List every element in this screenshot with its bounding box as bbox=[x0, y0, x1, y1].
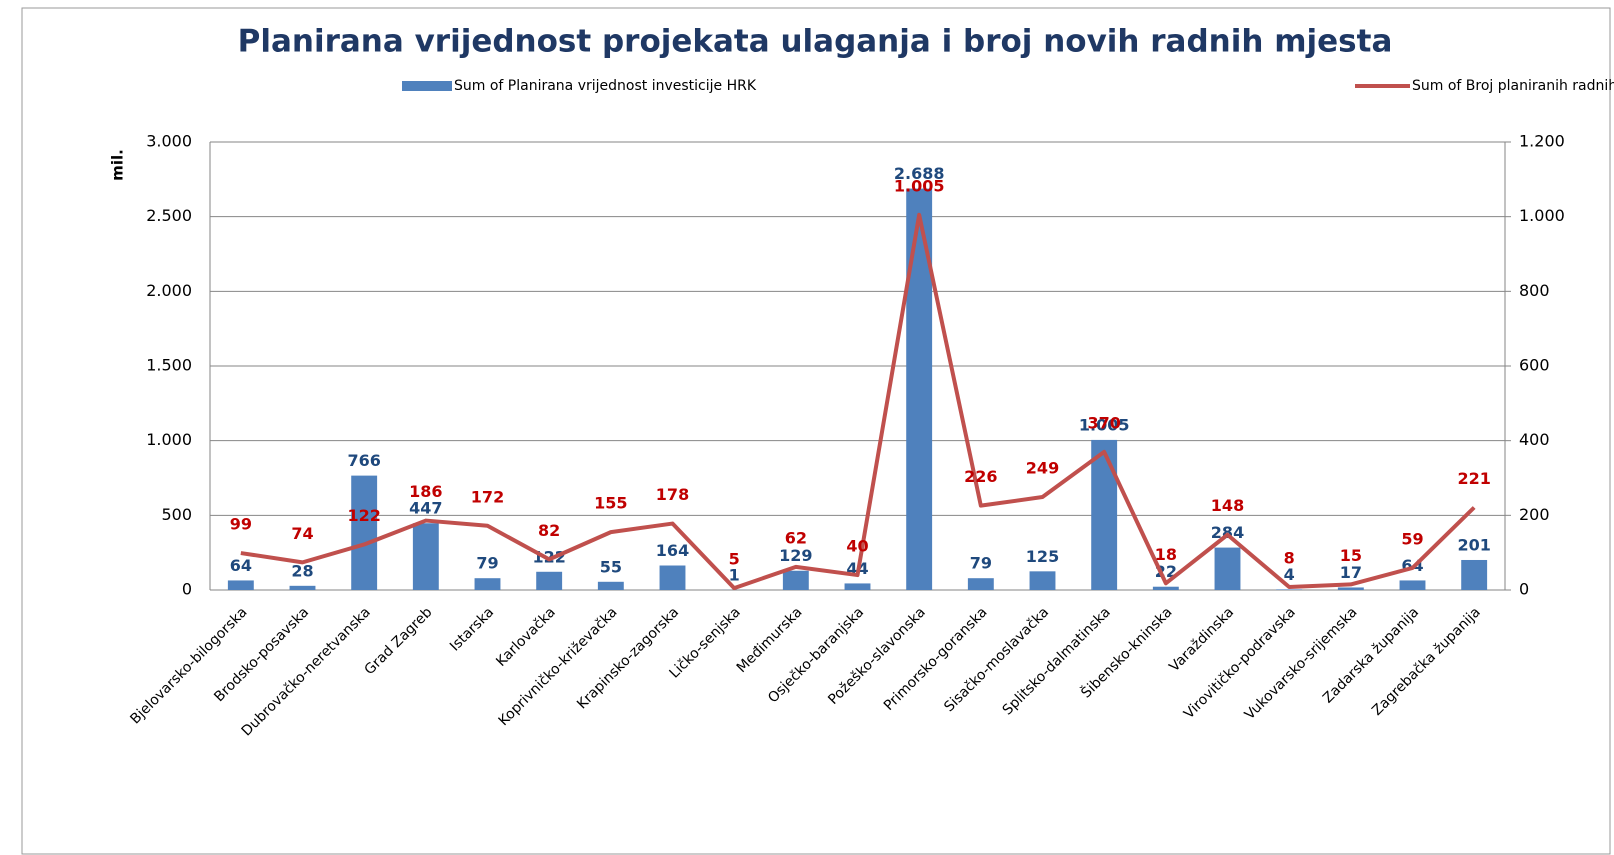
bar-value-label: 28 bbox=[291, 561, 313, 580]
line-value-label: 74 bbox=[291, 524, 313, 543]
y-tick-label: 1.000 bbox=[146, 430, 192, 449]
legend-label: Sum of Broj planiranih radnih mjesta bbox=[1412, 78, 1614, 94]
y2-tick-label: 1.200 bbox=[1519, 132, 1565, 151]
bar bbox=[1276, 589, 1303, 590]
bar-value-label: 1.005 bbox=[1079, 415, 1130, 434]
bar bbox=[1029, 571, 1056, 590]
y-tick-label: 2.000 bbox=[146, 281, 192, 300]
y-tick-label: 1.500 bbox=[146, 356, 192, 375]
bar-value-label: 129 bbox=[779, 546, 812, 565]
bar bbox=[1461, 559, 1488, 590]
bar bbox=[967, 578, 994, 590]
bar bbox=[844, 583, 871, 590]
bar-value-label: 447 bbox=[409, 499, 442, 518]
line-value-label: 226 bbox=[964, 467, 997, 486]
line-value-label: 178 bbox=[656, 485, 689, 504]
bar-value-label: 2.688 bbox=[894, 164, 945, 183]
y2-tick-label: 600 bbox=[1519, 356, 1550, 375]
y2-tick-label: 400 bbox=[1519, 430, 1550, 449]
legend-label: Sum of Planirana vrijednost investicije … bbox=[454, 78, 757, 94]
line-value-label: 15 bbox=[1340, 546, 1362, 565]
bar bbox=[1091, 439, 1118, 590]
bar bbox=[412, 523, 439, 590]
line-value-label: 172 bbox=[471, 487, 504, 506]
bar-value-label: 1 bbox=[729, 565, 740, 584]
line-value-label: 82 bbox=[538, 521, 560, 540]
y-tick-label: 2.500 bbox=[146, 206, 192, 225]
y-axis-label: mil. bbox=[109, 149, 127, 181]
y2-tick-label: 200 bbox=[1519, 505, 1550, 524]
bar-value-label: 164 bbox=[656, 541, 689, 560]
bar bbox=[351, 475, 378, 590]
bar bbox=[289, 585, 316, 590]
bar bbox=[227, 580, 254, 590]
line-value-label: 186 bbox=[409, 482, 442, 501]
line-value-label: 155 bbox=[594, 494, 627, 513]
line-value-label: 40 bbox=[846, 537, 868, 556]
chart-title: Planirana vrijednost projekata ulaganja … bbox=[238, 24, 1393, 60]
bar-value-label: 201 bbox=[1457, 535, 1490, 554]
bar-value-label: 125 bbox=[1026, 547, 1059, 566]
bar-value-label: 284 bbox=[1211, 523, 1244, 542]
line-value-label: 99 bbox=[230, 515, 252, 534]
line-value-label: 249 bbox=[1026, 459, 1059, 478]
line-value-label: 5 bbox=[729, 550, 740, 569]
legend-swatch bbox=[402, 81, 452, 91]
bar bbox=[536, 571, 563, 590]
line-value-label: 1.005 bbox=[894, 176, 945, 195]
line-value-label: 370 bbox=[1087, 413, 1120, 432]
line-value-label: 8 bbox=[1284, 549, 1295, 568]
y-tick-label: 0 bbox=[182, 580, 192, 599]
line-value-label: 18 bbox=[1155, 545, 1177, 564]
y2-tick-label: 1.000 bbox=[1519, 206, 1565, 225]
y2-tick-label: 800 bbox=[1519, 281, 1550, 300]
line-value-label: 62 bbox=[785, 528, 807, 547]
line-value-label: 221 bbox=[1457, 469, 1490, 488]
y-tick-label: 3.000 bbox=[146, 132, 192, 151]
bar-value-label: 766 bbox=[347, 451, 380, 470]
bar-value-label: 64 bbox=[230, 556, 252, 575]
bar bbox=[597, 581, 624, 590]
bar-value-label: 122 bbox=[532, 547, 565, 566]
line-value-label: 148 bbox=[1211, 496, 1244, 515]
y2-tick-label: 0 bbox=[1519, 580, 1529, 599]
bar-value-label: 79 bbox=[476, 554, 498, 573]
bar-value-label: 4 bbox=[1284, 565, 1295, 584]
bar bbox=[782, 570, 809, 590]
bar bbox=[474, 578, 501, 590]
bar bbox=[1214, 547, 1241, 590]
line-value-label: 59 bbox=[1401, 529, 1423, 548]
bar bbox=[1152, 586, 1179, 590]
line-value-label: 122 bbox=[347, 506, 380, 525]
bar bbox=[1337, 587, 1364, 590]
bar-value-label: 17 bbox=[1340, 563, 1362, 582]
bar bbox=[1399, 580, 1426, 590]
bar-value-label: 55 bbox=[600, 557, 622, 576]
line bbox=[240, 212, 1476, 591]
bar-value-label: 79 bbox=[970, 554, 992, 573]
bar bbox=[659, 565, 686, 590]
chart-frame bbox=[21, 7, 1611, 855]
y-tick-label: 500 bbox=[161, 505, 192, 524]
